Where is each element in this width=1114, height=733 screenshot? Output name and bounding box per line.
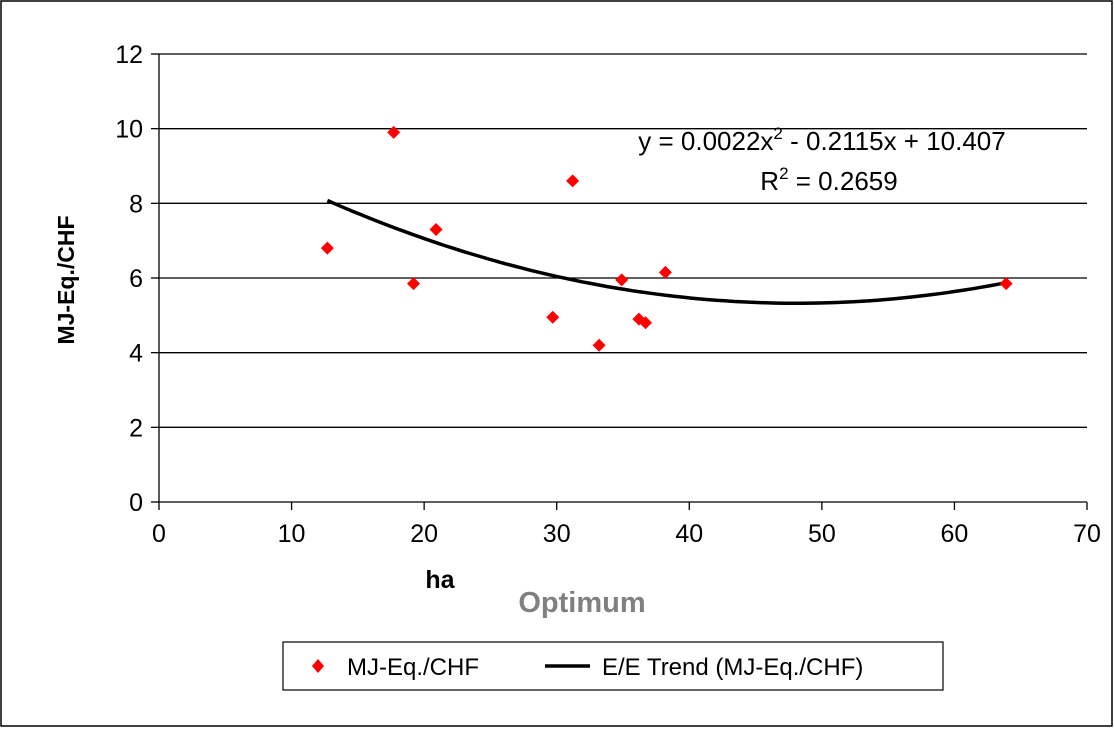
data-point: [546, 310, 560, 324]
legend-box: [282, 641, 944, 691]
x-tick-label: 60: [941, 520, 969, 548]
y-tick-label: 12: [115, 41, 143, 69]
ticks-layer: 0 2 4 6 8 10 12 0 10 20 30 40 50 60 70: [115, 41, 1101, 548]
y-tick-label: 8: [129, 190, 143, 218]
data-point: [566, 174, 580, 188]
data-point: [592, 338, 606, 352]
y-tick-label: 6: [129, 265, 143, 293]
trend-equation-exponent: 2: [773, 124, 782, 143]
y-axis-label: MJ-Eq./CHF: [53, 215, 79, 344]
y-tick-label: 4: [129, 340, 143, 368]
legend-label-trend: E/E Trend (MJ-Eq./CHF): [602, 654, 863, 681]
data-point: [387, 125, 401, 139]
r-squared-exponent: 2: [779, 164, 788, 183]
data-point: [639, 316, 653, 330]
x-axis-label: ha: [425, 566, 455, 594]
data-point: [658, 265, 672, 279]
x-tick-label: 40: [675, 520, 703, 548]
axes-layer: [151, 53, 1088, 510]
data-point: [999, 277, 1013, 291]
legend-marker-scatter: [312, 659, 324, 673]
data-point: [615, 273, 629, 287]
y-tick-label: 2: [129, 414, 143, 442]
x-tick-label: 30: [543, 520, 571, 548]
x-tick-label: 20: [410, 520, 438, 548]
grid-layer: [159, 53, 1087, 428]
y-tick-label: 10: [115, 116, 143, 144]
data-point: [407, 277, 421, 291]
optimum-annotation: Optimum: [518, 587, 645, 619]
r-squared: R2 = 0.2659: [760, 164, 897, 196]
data-point: [429, 222, 443, 236]
legend: MJ-Eq./CHF E/E Trend (MJ-Eq./CHF): [282, 641, 944, 691]
trend-layer: [326, 198, 1007, 305]
legend-label-scatter: MJ-Eq./CHF: [347, 654, 479, 681]
y-tick-label: 0: [129, 489, 143, 517]
x-tick-label: 0: [152, 520, 166, 548]
trendline: [326, 198, 1007, 305]
x-tick-label: 70: [1073, 520, 1101, 548]
x-tick-label: 50: [808, 520, 836, 548]
trend-equation: y = 0.0022x2 - 0.2115x + 10.407: [638, 124, 1005, 156]
data-point: [320, 241, 334, 255]
x-tick-label: 10: [278, 520, 306, 548]
points-layer: [320, 125, 1013, 352]
